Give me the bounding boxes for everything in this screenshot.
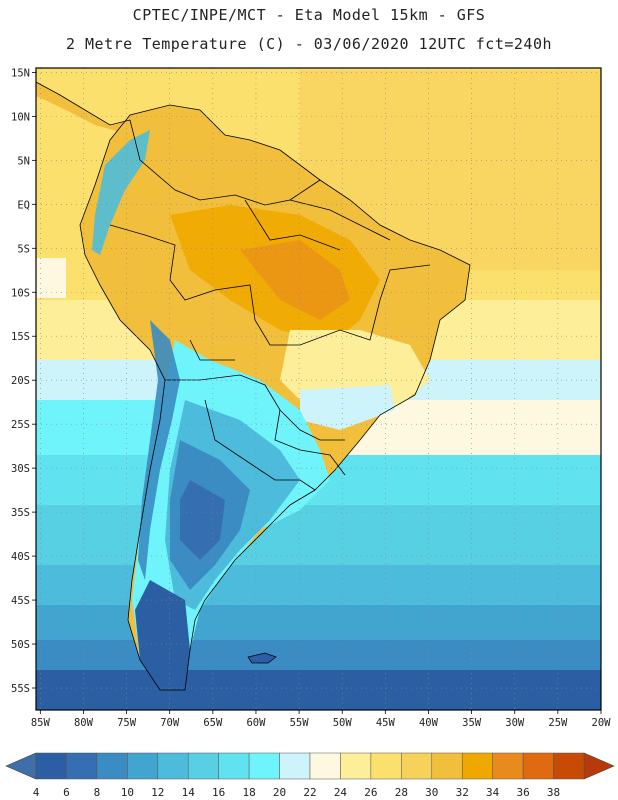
- colorbar-cell: [309, 752, 341, 780]
- lat-tick-label: 10N: [11, 111, 30, 123]
- colorbar-cell: [218, 752, 250, 780]
- map-frame: [35, 67, 602, 711]
- colorbar-label: 22: [303, 786, 316, 799]
- lon-tick-label: 35W: [462, 717, 482, 729]
- colorbar-label: 12: [151, 786, 164, 799]
- colorbar-label: 10: [121, 786, 134, 799]
- colorbar-label: 14: [182, 786, 196, 799]
- lat-tick-label: 30S: [11, 463, 30, 475]
- country-borders: [36, 81, 471, 691]
- lat-tick-label: 55S: [11, 683, 30, 695]
- colorbar-label: 8: [94, 786, 101, 799]
- temperature-field: [36, 68, 601, 710]
- colorbar-cell: [340, 752, 372, 780]
- longitude-axis: 85W 80W 75W 70W 65W 60W 55W 50W 45W 40W 35W 30W 25W 2…: [31, 710, 611, 729]
- lon-tick-label: 60W: [246, 717, 266, 729]
- colorbar: 4 6 8 10 12 14 16 18 20 22 24 26 28 30 32 34 36 38: [5, 752, 615, 799]
- colorbar-label: 4: [33, 786, 40, 799]
- colorbar-cell: [127, 752, 159, 780]
- lat-tick-label: 25S: [11, 419, 30, 431]
- lat-tick-label: 45S: [11, 595, 30, 607]
- colorbar-cell: [401, 752, 433, 780]
- lat-tick-label: 5N: [17, 155, 30, 167]
- lat-tick-label: 15N: [11, 67, 30, 79]
- lat-tick-label: 40S: [11, 551, 30, 563]
- lon-tick-label: 25W: [548, 717, 568, 729]
- colorbar-cell: [187, 752, 219, 780]
- colorbar-label: 36: [516, 786, 529, 799]
- colorbar-label: 26: [364, 786, 377, 799]
- colorbar-cell: [431, 752, 463, 780]
- colorbar-cell: [35, 752, 67, 780]
- lon-tick-label: 75W: [117, 717, 137, 729]
- lon-tick-label: 50W: [333, 717, 353, 729]
- colorbar-cell: [279, 752, 311, 780]
- lon-tick-label: 20W: [592, 717, 612, 729]
- colorbar-label: 32: [456, 786, 469, 799]
- map-subtitle: 2 Metre Temperature (C) - 03/06/2020 12U…: [65, 35, 553, 53]
- colorbar-label: 6: [63, 786, 70, 799]
- map-grid: [36, 68, 602, 710]
- lon-tick-label: 30W: [505, 717, 525, 729]
- colorbar-label: 18: [242, 786, 255, 799]
- colorbar-label: 16: [212, 786, 225, 799]
- colorbar-cell: [96, 752, 128, 780]
- lat-tick-label: 10S: [11, 287, 30, 299]
- lon-tick-label: 55W: [290, 717, 310, 729]
- lat-tick-label: EQ: [17, 199, 30, 211]
- colorbar-cell: [66, 752, 98, 780]
- latitude-axis: 15N 10N 5N EQ 5S 10S 15S 20S 25S 30S 35S 40S 45S 50S 5…: [11, 67, 36, 695]
- colorbar-cell: [522, 752, 554, 780]
- colorbar-label: 20: [273, 786, 286, 799]
- colorbar-cell: [461, 752, 493, 780]
- colorbar-label: 24: [334, 786, 348, 799]
- lon-tick-label: 85W: [31, 717, 51, 729]
- colorbar-label: 38: [547, 786, 560, 799]
- lon-tick-label: 80W: [74, 717, 94, 729]
- colorbar-cell: [492, 752, 524, 780]
- colorbar-low-arrow: [5, 752, 37, 780]
- lat-tick-label: 15S: [11, 331, 30, 343]
- colorbar-cell: [553, 752, 585, 780]
- lat-tick-label: 35S: [11, 507, 30, 519]
- lat-tick-label: 20S: [11, 375, 30, 387]
- lat-tick-label: 5S: [17, 243, 30, 255]
- map-title: CPTEC/INPE/MCT - Eta Model 15km - GFS: [132, 6, 486, 24]
- colorbar-label: 34: [486, 786, 500, 799]
- lat-tick-label: 50S: [11, 639, 30, 651]
- colorbar-cell: [157, 752, 189, 780]
- colorbar-label: 30: [425, 786, 438, 799]
- lon-tick-label: 45W: [376, 717, 396, 729]
- lon-tick-label: 40W: [419, 717, 439, 729]
- colorbar-cell: [248, 752, 280, 780]
- lon-tick-label: 70W: [160, 717, 180, 729]
- colorbar-cell: [370, 752, 402, 780]
- lon-tick-label: 65W: [203, 717, 223, 729]
- colorbar-label: 28: [395, 786, 408, 799]
- colorbar-high-arrow: [583, 752, 615, 780]
